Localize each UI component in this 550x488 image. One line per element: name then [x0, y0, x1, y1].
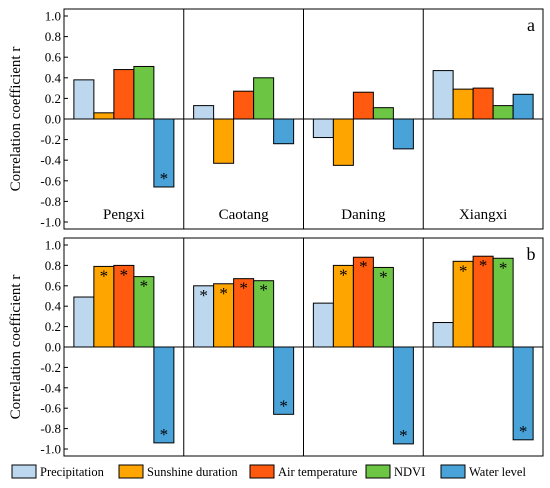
- bar: [452, 88, 474, 120]
- y-tick-label: -0.2: [40, 360, 61, 375]
- panel-letter: b: [527, 244, 536, 264]
- significance-star: *: [120, 265, 129, 284]
- y-tick-label: 0.8: [45, 29, 61, 44]
- y-tick-label: 0.0: [45, 340, 61, 355]
- bar: [133, 65, 155, 120]
- legend-swatch: [11, 464, 37, 479]
- bar: [213, 118, 235, 164]
- bar: [273, 118, 295, 145]
- y-axis-label: Correlation coefficient r: [8, 275, 24, 420]
- significance-star: *: [160, 169, 169, 188]
- site-label: Caotang: [219, 207, 269, 223]
- significance-star: *: [499, 258, 508, 277]
- bar: [312, 118, 334, 139]
- significance-star: *: [100, 266, 109, 285]
- bar: [432, 70, 454, 120]
- legend-swatch: [118, 464, 144, 479]
- bar: [392, 118, 414, 150]
- legend-label: Sunshine duration: [147, 465, 238, 479]
- bar: [253, 280, 275, 348]
- bar: [153, 346, 175, 444]
- bar: [113, 69, 135, 120]
- legend-swatch: [249, 464, 275, 479]
- bar: [432, 322, 454, 348]
- significance-star: *: [479, 256, 488, 275]
- significance-star: *: [339, 265, 348, 284]
- y-tick-label: 0.4: [45, 70, 62, 85]
- site-label: Pengxi: [103, 207, 145, 223]
- y-tick-label: -0.4: [40, 153, 61, 168]
- bar: [253, 77, 275, 120]
- y-tick-label: 0.6: [45, 50, 62, 65]
- significance-star: *: [379, 267, 388, 286]
- significance-star: *: [279, 396, 288, 415]
- y-tick-label: 0.8: [45, 258, 61, 273]
- significance-star: *: [239, 279, 248, 298]
- legend-swatch: [440, 464, 466, 479]
- bar: [492, 105, 514, 120]
- bar: [73, 296, 95, 348]
- y-tick-label: -0.8: [40, 421, 61, 436]
- bar: [512, 93, 534, 120]
- significance-star: *: [140, 277, 149, 296]
- y-tick-label: -1.0: [40, 442, 61, 457]
- y-tick-label: 0.6: [45, 278, 62, 293]
- significance-star: *: [160, 425, 169, 444]
- y-axis-label: Correlation coefficient r: [8, 47, 24, 192]
- significance-star: *: [519, 422, 528, 441]
- bar: [392, 346, 414, 445]
- bar: [512, 346, 534, 441]
- y-tick-label: 0.2: [45, 319, 61, 334]
- bar: [73, 79, 95, 120]
- bar: [273, 346, 295, 415]
- bar: [332, 118, 354, 166]
- bar: [133, 276, 155, 348]
- y-tick-label: 1.0: [45, 238, 61, 253]
- bar: [312, 302, 334, 348]
- site-label: Daning: [341, 207, 386, 223]
- significance-star: *: [359, 257, 368, 276]
- y-tick-label: 1.0: [45, 9, 61, 24]
- panel-letter: a: [527, 15, 535, 35]
- y-tick-label: 0.0: [45, 112, 61, 127]
- legend-label: Precipitation: [40, 465, 105, 479]
- bar: [93, 112, 115, 120]
- y-tick-label: -1.0: [40, 215, 61, 230]
- bar: [352, 91, 374, 120]
- bar: [153, 118, 175, 188]
- legend-label: Water level: [469, 465, 526, 479]
- y-tick-label: -0.6: [40, 401, 61, 416]
- legend-label: Air temperature: [278, 465, 358, 479]
- significance-star: *: [199, 286, 208, 305]
- bar: [492, 257, 514, 348]
- bar: [472, 87, 494, 120]
- legend-swatch: [365, 464, 391, 479]
- site-label: Xiangxi: [459, 207, 507, 223]
- significance-star: *: [459, 261, 468, 280]
- significance-star: *: [399, 426, 408, 445]
- bar: [193, 105, 215, 120]
- y-tick-label: -0.2: [40, 132, 61, 147]
- legend-label: NDVI: [394, 465, 425, 479]
- bar: [233, 90, 255, 120]
- significance-star: *: [219, 284, 228, 303]
- y-tick-label: -0.8: [40, 194, 61, 209]
- y-tick-label: 0.2: [45, 91, 61, 106]
- significance-star: *: [259, 281, 268, 300]
- bar: [372, 266, 394, 348]
- y-tick-label: -0.6: [40, 173, 61, 188]
- bar: [372, 107, 394, 120]
- y-tick-label: -0.4: [40, 380, 61, 395]
- y-tick-label: 0.4: [45, 299, 62, 314]
